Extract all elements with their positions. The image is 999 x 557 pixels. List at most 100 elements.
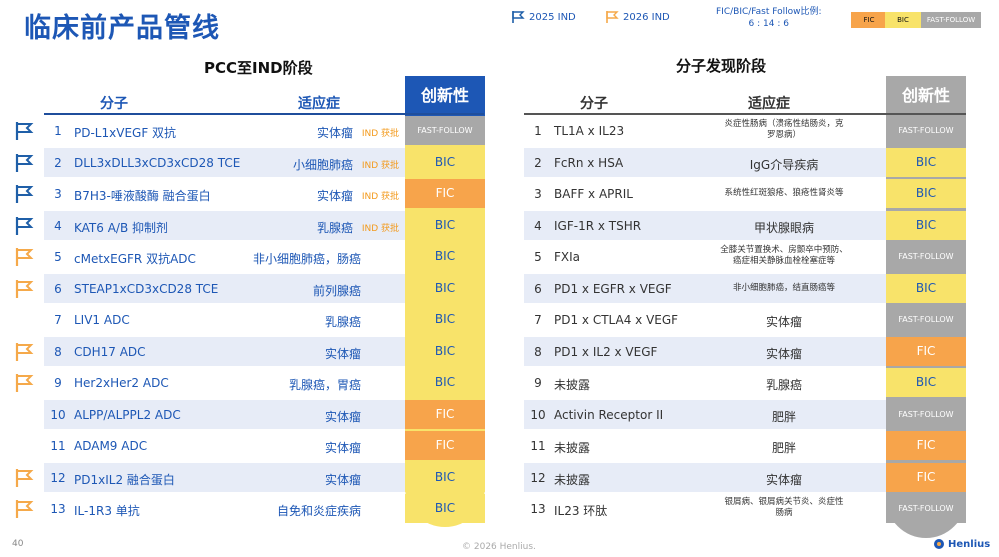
table-row: 2 FcRn x HSA IgG介导疾病 xyxy=(524,147,886,177)
molecule-name: IGF-1R x TSHR xyxy=(554,218,642,233)
indication: 实体瘤 xyxy=(324,441,361,455)
left-col-molecule: 分子 xyxy=(100,96,128,112)
indication-line: 银屑病、银屑病关节炎、炎症性 xyxy=(724,497,844,507)
molecule-name: Her2xHer2 ADC xyxy=(74,376,169,390)
innovation-cell: BIC xyxy=(405,147,485,177)
row-number: 4 xyxy=(534,218,542,233)
indication: 实体瘤 xyxy=(684,313,884,330)
flag-icon xyxy=(14,279,34,299)
molecule-name: IL23 环肽 xyxy=(554,504,608,518)
indication-line: 乳腺癌 xyxy=(765,378,802,392)
indication-line: 非小细胞肺癌，结直肠癌等 xyxy=(732,282,835,293)
indication: 实体瘤 xyxy=(684,471,884,488)
table-row: 13 IL-1R3 单抗 自免和炎症疾病 xyxy=(44,494,405,523)
flag-icon xyxy=(14,121,34,141)
right-col-indication: 适应症 xyxy=(748,96,790,112)
table-row: 11 未披露 肥胖 xyxy=(524,431,886,460)
innovation-cell: BIC xyxy=(405,242,485,271)
table-row: 13 IL23 环肽 银屑病、银屑病关节炎、炎症性 肠病 xyxy=(524,494,886,523)
legend-bic-box: BIC xyxy=(885,12,921,28)
table-row: 1 TL1A x IL23 炎症性肠病（溃疡性结肠炎，克 罗恩病） xyxy=(524,116,886,145)
molecule-name: PD1 x IL2 x VEGF xyxy=(554,344,658,359)
table-row: 8 PD1 x IL2 x VEGF 实体瘤 xyxy=(524,336,886,366)
innovation-cell: FAST-FOLLOW xyxy=(886,305,966,334)
row-number: 2 xyxy=(534,155,542,170)
table-row: 12 PD1xIL2 融合蛋白 实体瘤 xyxy=(44,462,405,492)
indication: 非小细胞肺癌，肠癌 xyxy=(252,252,361,266)
indication-line: 全膝关节置换术、房颤卒中预防、 xyxy=(720,245,848,255)
innovation-cell: FIC xyxy=(886,336,966,366)
row-number: 3 xyxy=(534,187,542,201)
indication: IgG介导疾病 xyxy=(684,156,884,173)
row-number: 6 xyxy=(54,281,62,296)
molecule-name: LIV1 ADC xyxy=(74,313,130,327)
row-number: 9 xyxy=(534,376,542,390)
indication: 自免和炎症疾病 xyxy=(276,504,361,518)
indication-line: IgG介导疾病 xyxy=(749,157,819,172)
page-number: 40 xyxy=(12,539,24,549)
indication: 实体瘤 xyxy=(324,346,361,361)
innovation-cell: FIC xyxy=(886,462,966,492)
table-row: 3 B7H3-唾液酸酶 融合蛋白 实体瘤 IND 获批 xyxy=(44,179,405,208)
flag-icon xyxy=(14,468,34,488)
table-row: 6 PD1 x EGFR x VEGF 非小细胞肺癌，结直肠癌等 xyxy=(524,273,886,303)
row-number: 7 xyxy=(534,313,542,327)
table-row: 7 LIV1 ADC 乳腺癌 xyxy=(44,305,405,334)
indication: 乳腺癌 xyxy=(316,220,353,235)
innovation-cell: FAST-FOLLOW xyxy=(886,399,966,429)
innovation-cell: BIC xyxy=(405,336,485,366)
innovation-cell: BIC xyxy=(886,368,966,397)
table-row: 2 DLL3xDLL3xCD3xCD28 TCE 小细胞肺癌 IND 获批 xyxy=(44,147,405,177)
molecule-name: TL1A x IL23 xyxy=(554,124,625,138)
row-number: 8 xyxy=(54,344,62,359)
table-row: 9 未披露 乳腺癌 xyxy=(524,368,886,397)
right-header-line xyxy=(524,113,966,115)
indication: 前列腺癌 xyxy=(312,283,361,298)
flag-icon xyxy=(512,11,525,23)
innovation-cell: FAST-FOLLOW xyxy=(405,116,485,145)
legend-2026: 2026 IND xyxy=(605,10,670,24)
left-header-line xyxy=(44,113,484,115)
left-col-indication: 适应症 xyxy=(298,96,340,112)
table-row: 7 PD1 x CTLA4 x VEGF 实体瘤 xyxy=(524,305,886,334)
indication: 炎症性肠病（溃疡性结肠炎，克 罗恩病） xyxy=(684,119,884,141)
innovation-cell: FIC xyxy=(886,431,966,460)
row-number: 9 xyxy=(54,376,62,390)
molecule-name: IL-1R3 单抗 xyxy=(74,504,140,518)
row-number: 2 xyxy=(54,155,62,170)
row-number: 10 xyxy=(50,407,66,422)
right-section-title: 分子发现阶段 xyxy=(676,57,767,75)
table-row: 3 BAFF x APRIL 系统性红斑狼疮、狼疮性肾炎等 xyxy=(524,179,886,208)
indication-line: 肥胖 xyxy=(771,441,796,455)
innovation-cell: BIC xyxy=(886,147,966,177)
table-row: 1 PD-L1xVEGF 双抗 实体瘤 IND 获批 xyxy=(44,116,405,145)
indication: 银屑病、银屑病关节炎、炎症性 肠病 xyxy=(684,497,884,519)
row-number: 12 xyxy=(530,470,546,485)
company-logo: Henlius xyxy=(933,538,990,550)
innovation-cell: FIC xyxy=(405,179,485,208)
indication: 甲状腺眼病 xyxy=(684,219,884,236)
row-number: 3 xyxy=(54,187,62,201)
indication: 乳腺癌 xyxy=(324,315,361,329)
indication-line: 炎症性肠病（溃疡性结肠炎，克 xyxy=(724,119,844,129)
indication-line: 实体瘤 xyxy=(765,346,802,361)
indication: 全膝关节置换术、房颤卒中预防、 癌症相关静脉血栓栓塞症等 xyxy=(684,245,884,267)
molecule-name: PD1 x EGFR x VEGF xyxy=(554,281,672,296)
row-number: 1 xyxy=(534,124,542,138)
flag-icon xyxy=(14,184,34,204)
molecule-name: KAT6 A/B 抑制剂 xyxy=(74,220,169,235)
indication: 实体瘤 xyxy=(316,189,353,203)
table-row: 5 cMetxEGFR 双抗ADC 非小细胞肺癌，肠癌 xyxy=(44,242,405,271)
table-row: 11 ADAM9 ADC 实体瘤 xyxy=(44,431,405,460)
table-row: 9 Her2xHer2 ADC 乳腺癌，胃癌 xyxy=(44,368,405,397)
indication-line: 实体瘤 xyxy=(765,472,802,487)
legend-2025: 2025 IND xyxy=(511,10,576,24)
innovation-cell: BIC xyxy=(405,462,485,492)
right-col-molecule: 分子 xyxy=(580,96,608,112)
innovation-cell: BIC xyxy=(405,273,485,303)
flag-icon xyxy=(14,499,34,519)
innovation-cell: BIC xyxy=(405,210,485,240)
flag-icon xyxy=(606,11,619,23)
left-section-title: PCC至IND阶段 xyxy=(204,59,313,77)
row-number: 8 xyxy=(534,344,542,359)
